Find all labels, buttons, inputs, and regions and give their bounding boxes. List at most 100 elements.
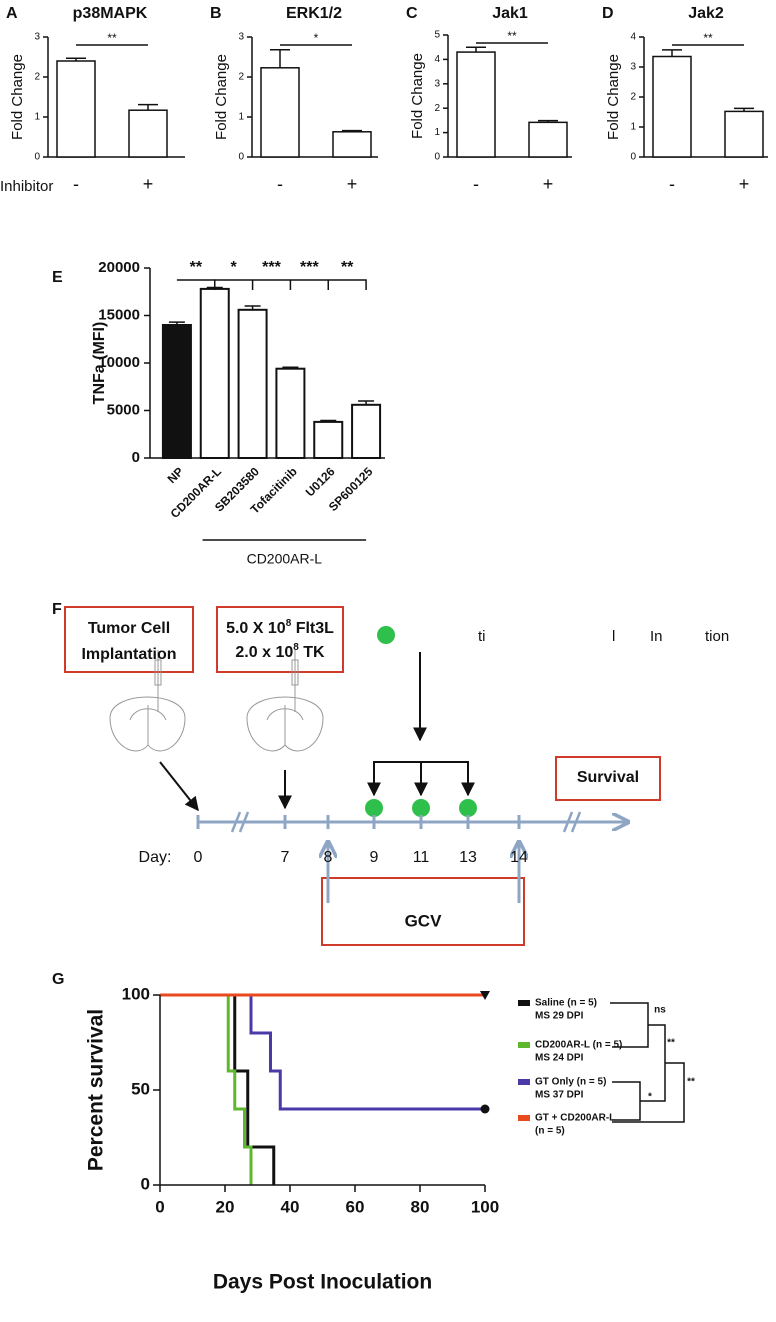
box-text: 5.0 X 108 Flt3L	[226, 618, 334, 638]
y-tick-label: 0	[132, 449, 140, 466]
box-text: Implantation	[81, 646, 176, 663]
y-tick-label: 3	[34, 32, 40, 43]
text-part: 5.0 X 10	[226, 620, 286, 637]
bar	[128, 109, 168, 158]
significance-label: *	[231, 259, 238, 276]
fragment: l	[612, 628, 615, 645]
x-tick-label: +	[347, 174, 358, 194]
legend-label: Saline (n = 5)	[535, 998, 597, 1009]
panel-letter: A	[6, 5, 18, 22]
significance-label: ns	[654, 1005, 666, 1016]
bar	[199, 287, 230, 459]
superscript: 8	[293, 642, 299, 653]
y-tick-label: 0	[434, 152, 440, 163]
bar	[724, 110, 764, 158]
axis-break	[230, 811, 582, 833]
significance-label: **	[687, 1077, 695, 1088]
x-tick-label: 80	[411, 1197, 430, 1216]
day: 7	[281, 849, 290, 866]
box	[555, 756, 661, 801]
y-tick-label: 1	[434, 127, 440, 138]
text-part: Flt3L	[291, 620, 334, 637]
y-tick-label: 3	[630, 62, 636, 73]
y-tick-label: 10000	[98, 354, 140, 371]
y-axis-label: TNFa (MFI)	[91, 322, 108, 405]
y-tick-label: 2	[630, 92, 636, 103]
day: 11	[413, 849, 430, 866]
y-tick-label: 0	[34, 152, 40, 163]
x-tick-label: +	[739, 174, 750, 194]
legend-swatch	[518, 1115, 530, 1121]
box-text: GCV	[405, 911, 443, 930]
box	[64, 606, 194, 673]
x-tick-label: 0	[155, 1197, 164, 1216]
fragment: tion	[705, 628, 729, 645]
y-tick-label: 3	[238, 32, 244, 43]
day-label: Day:	[139, 849, 172, 866]
chart-title: ERK1/2	[286, 5, 342, 22]
significance-label: **	[190, 259, 203, 276]
y-tick-label: 5000	[107, 401, 140, 418]
y-tick-label: 1	[238, 112, 244, 123]
significance-label: ***	[300, 259, 319, 276]
box	[321, 877, 525, 946]
y-tick-label: 2	[434, 103, 440, 114]
x-tick-label: NP	[165, 464, 187, 486]
brain	[109, 650, 324, 752]
bar	[275, 367, 306, 460]
y-tick-label: 20000	[98, 259, 140, 276]
survival-line	[160, 993, 485, 1111]
x-tick-label: -	[73, 174, 79, 194]
dot	[377, 626, 395, 644]
x-tick-label: 20	[216, 1197, 235, 1216]
group-label: CD200AR-L	[247, 551, 323, 567]
significance-label: **	[507, 29, 517, 43]
text-part: TK	[299, 644, 325, 661]
x-axis-label: Days Post Inoculation	[213, 1271, 432, 1294]
legend-label: (n = 5)	[535, 1126, 565, 1137]
y-tick-label: 3	[434, 78, 440, 89]
panel-letter: B	[210, 5, 222, 22]
superscript: 8	[286, 618, 292, 629]
x-tick-label: 60	[346, 1197, 365, 1216]
day: 9	[370, 849, 379, 866]
x-tick-label: +	[143, 174, 154, 194]
bar	[652, 55, 692, 158]
box	[216, 606, 344, 673]
significance-label: *	[314, 31, 319, 45]
survival-line	[160, 993, 276, 1185]
legend-label: GT Only (n = 5)	[535, 1077, 606, 1088]
significance-label: **	[703, 31, 713, 45]
panel-letter: C	[406, 5, 418, 22]
panel-letter: G	[52, 971, 64, 988]
timeline-diagram	[64, 606, 661, 946]
fragment: ti	[478, 628, 486, 645]
bar	[528, 121, 568, 158]
bar	[351, 403, 382, 459]
y-axis-label: Fold Change	[605, 54, 622, 140]
end-marker	[480, 991, 490, 1000]
chart-title: p38MAPK	[73, 5, 148, 22]
y-tick-label: 0	[141, 1174, 150, 1193]
legend-swatch	[518, 1079, 530, 1085]
legend-swatch	[518, 1042, 530, 1048]
day: 14	[510, 849, 528, 866]
legend-label: MS 29 DPI	[535, 1011, 584, 1022]
box-text: 2.0 x 108 TK	[235, 642, 325, 662]
green-dots	[365, 799, 477, 817]
chart-title: Jak2	[688, 5, 724, 22]
significance-label: **	[667, 1038, 675, 1049]
chart-title: Jak1	[492, 5, 528, 22]
panel-letter: F	[52, 601, 62, 618]
bar	[56, 60, 96, 158]
x-axis-label: Inhibitor	[0, 178, 53, 195]
box-text: Tumor Cell	[88, 620, 170, 637]
g-brackets	[610, 1002, 685, 1123]
y-axis-label: Fold Change	[409, 53, 426, 139]
bar	[456, 51, 496, 158]
arrows	[159, 652, 475, 812]
legend-label: CD200AR-L (n = 5)	[535, 1040, 622, 1051]
y-tick-label: 5	[434, 30, 440, 41]
y-tick-label: 2	[34, 72, 40, 83]
